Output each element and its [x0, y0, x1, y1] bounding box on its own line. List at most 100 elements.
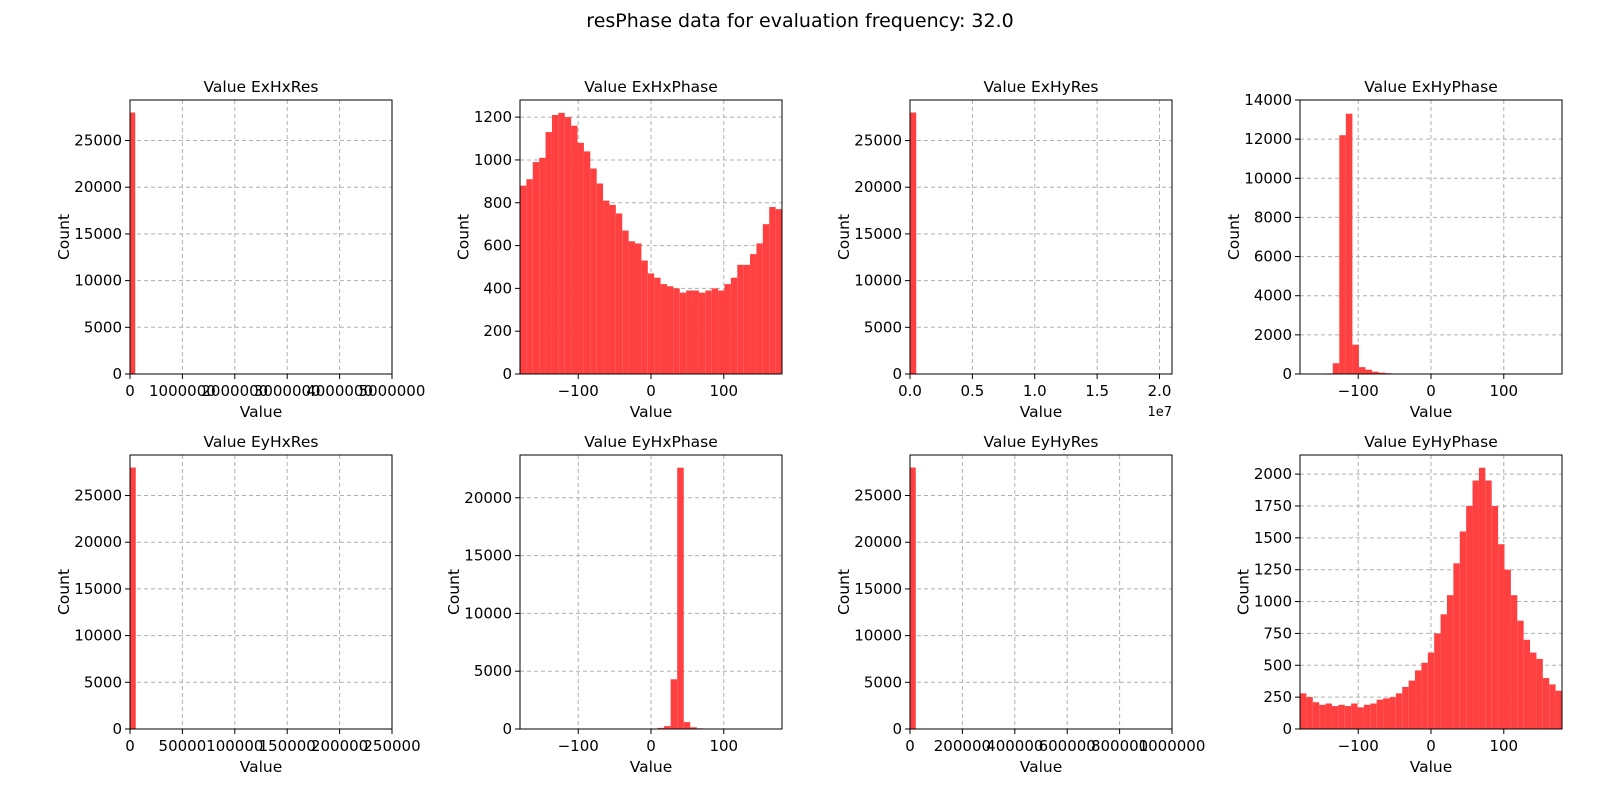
histogram-panel: −100 0 100 0 5000 10000 15000 20000 Value EyHxPh…: [445, 433, 783, 776]
histogram-panel: 0.0 0.5 1.0 1.5 2.0 0 5000 10000 15000 20000 25000…: [835, 78, 1173, 421]
histogram-bar: [603, 200, 610, 374]
histogram-bar: [1376, 699, 1384, 729]
histogram-bar: [1357, 707, 1364, 729]
x-tick-label: 100: [709, 737, 738, 755]
histogram-bar: [1542, 678, 1550, 729]
y-tick-label: 200: [483, 322, 512, 340]
y-tick-label: 0: [112, 720, 122, 738]
axes-frame: [129, 454, 393, 730]
histogram-bar: [1300, 693, 1307, 729]
histogram-bar: [1306, 697, 1313, 729]
y-axis-label: Count: [445, 569, 463, 615]
x-tick-label: 3000000: [254, 382, 321, 400]
histogram-bar: [551, 114, 559, 374]
y-tick-label: 250: [1263, 688, 1292, 706]
y-tick-label: 800: [483, 194, 512, 212]
y-tick-label: 10000: [854, 627, 902, 645]
y-tick-label: 25000: [854, 132, 902, 150]
y-axis-label: Count: [1234, 569, 1252, 615]
histogram-bar: [622, 230, 629, 374]
histogram-bar: [683, 722, 691, 729]
x-tick-label: 150000: [259, 737, 316, 755]
histogram-panel: −100 0 10002000400060008000100001200014000…: [1225, 78, 1563, 421]
x-tick-label: 0: [1426, 737, 1436, 755]
histogram-bar: [1472, 480, 1479, 729]
y-tick-label: 0: [112, 365, 122, 383]
y-tick-label: 10000: [464, 604, 512, 622]
histogram-bar: [564, 117, 572, 374]
figure-title: resPhase data for evaluation frequency: …: [586, 10, 1014, 32]
histogram-bar: [666, 286, 674, 374]
x-axis-offset-label: 1e7: [1147, 405, 1172, 420]
x-tick-label: 50000: [159, 737, 207, 755]
histogram-bar: [724, 284, 731, 374]
y-tick-label: 10000: [854, 272, 902, 290]
histogram-bar: [596, 183, 604, 374]
y-tick-label: 15000: [74, 580, 122, 598]
histogram-bar: [1345, 113, 1353, 374]
x-axis-label: Value: [1410, 758, 1453, 776]
histogram-bar: [1383, 698, 1390, 729]
panel-title: Value ExHxRes: [204, 78, 319, 96]
y-axis-label: Count: [55, 214, 73, 260]
histogram-bar: [698, 292, 706, 374]
y-tick-label: 20000: [74, 178, 122, 196]
histogram-bar: [1421, 662, 1428, 729]
x-tick-label: 2000000: [201, 382, 268, 400]
histogram-bar: [910, 467, 916, 729]
histogram-bar: [130, 112, 136, 374]
axes-frame: [909, 99, 1173, 375]
x-axis-label: Value: [1020, 758, 1063, 776]
histogram-bar: [730, 277, 738, 374]
y-tick-label: 0: [1282, 720, 1292, 738]
y-tick-label: 0: [1282, 365, 1292, 383]
histogram-bar: [1352, 344, 1359, 374]
histogram-bar: [1415, 670, 1422, 729]
histogram-bar: [1504, 569, 1511, 729]
y-tick-label: 15000: [854, 580, 902, 598]
x-tick-label: 100000: [206, 737, 263, 755]
histogram-bar: [520, 185, 527, 374]
y-tick-label: 20000: [464, 489, 512, 507]
y-tick-label: 4000: [1254, 287, 1292, 305]
histogram-bar: [1363, 704, 1371, 729]
x-tick-label: 200000: [311, 737, 368, 755]
histogram-bar: [1389, 697, 1396, 729]
x-tick-label: 250000: [363, 737, 420, 755]
x-tick-label: 0: [125, 737, 135, 755]
y-tick-label: 15000: [464, 547, 512, 565]
y-tick-label: 5000: [474, 662, 512, 680]
y-tick-label: 20000: [74, 533, 122, 551]
y-tick-label: 400: [483, 279, 512, 297]
y-tick-label: 1250: [1254, 561, 1292, 579]
histogram-bar: [647, 273, 655, 374]
histogram-bar: [1478, 467, 1486, 729]
histogram-bar: [1555, 690, 1562, 729]
histogram-bar: [692, 290, 699, 374]
histogram-bar: [750, 254, 757, 374]
y-axis-label: Count: [55, 569, 73, 615]
histogram-bar: [1427, 652, 1435, 729]
histogram-bar: [1319, 704, 1326, 729]
y-tick-label: 0: [502, 720, 512, 738]
panel-title: Value EyHxRes: [204, 433, 319, 451]
x-tick-label: 600000: [1039, 737, 1096, 755]
x-tick-label: 0: [1426, 382, 1436, 400]
histogram-bar: [1378, 372, 1386, 374]
panel-title: Value EyHyPhase: [1364, 433, 1498, 451]
panel-title: Value ExHyRes: [984, 78, 1099, 96]
y-tick-label: 1000: [474, 151, 512, 169]
panel-title: Value ExHyPhase: [1364, 78, 1498, 96]
y-tick-label: 15000: [854, 225, 902, 243]
y-tick-label: 14000: [1244, 91, 1292, 109]
histogram-bar: [910, 112, 917, 374]
histogram-bar: [657, 727, 665, 729]
y-axis-label: Count: [454, 214, 472, 260]
y-tick-label: 5000: [84, 673, 122, 691]
x-tick-label: 800000: [1091, 737, 1148, 755]
histogram-bar: [628, 241, 636, 374]
histogram-bar: [590, 168, 597, 374]
